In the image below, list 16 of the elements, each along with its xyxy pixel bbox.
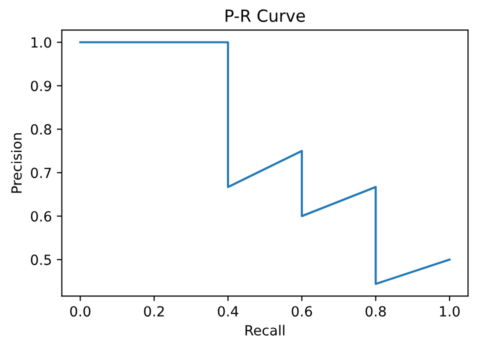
chart-title: P-R Curve [226, 9, 305, 22]
y-tick-label: 0.5 [30, 254, 51, 266]
y-tick-label: 1.0 [32, 37, 52, 48]
x-tick-label: 1.0 [440, 306, 460, 317]
line-series [79, 41, 451, 285]
y-tick-label: 0.8 [30, 124, 52, 135]
y-tick-label: 0.6 [30, 211, 52, 222]
y-axis-title: Precision [11, 133, 22, 193]
y-tick-label: 0.9 [30, 80, 52, 92]
x-tick-label: 0.0 [70, 306, 90, 317]
x-axis-title: Recall [246, 324, 284, 336]
x-tick-label: 0.2 [144, 306, 164, 317]
x-tick-label: 0.8 [366, 306, 386, 317]
x-tick-label: 0.4 [218, 306, 238, 317]
y-tick-label: 0.7 [30, 168, 51, 178]
x-tick-label: 0.6 [292, 306, 312, 317]
